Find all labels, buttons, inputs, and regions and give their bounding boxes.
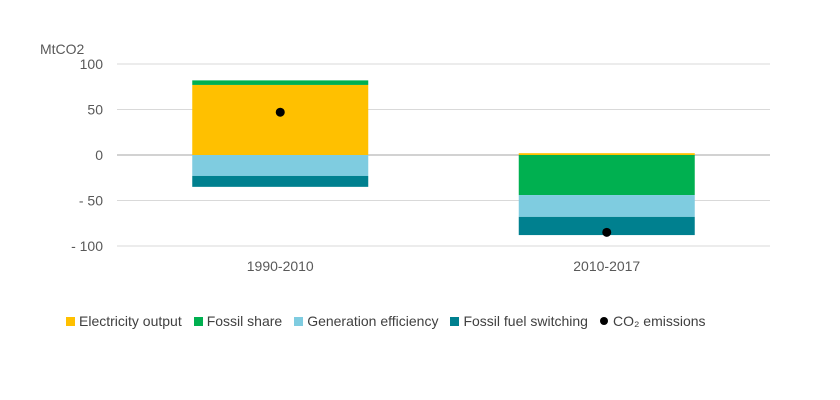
y-tick-label: - 50 <box>79 193 103 209</box>
point-co2-emissions-1 <box>275 107 285 117</box>
legend-item-fossil-share: Fossil share <box>193 313 283 329</box>
bar-fossil-share-2 <box>518 155 695 196</box>
legend-item-generation-efficiency: Generation efficiency <box>294 313 438 329</box>
x-tick-label: 1990-2010 <box>247 258 314 274</box>
legend-swatch-fossil-share <box>193 316 203 326</box>
y-tick-label: 0 <box>95 147 103 163</box>
chart: 100 50 0 - 50 - 100 1990-2010 2010-2017 <box>71 56 770 274</box>
legend-item-fossil-fuel-switching: Fossil fuel switching <box>450 313 588 329</box>
legend-swatch-generation-efficiency <box>294 316 304 326</box>
legend-label-generation-efficiency: Generation efficiency <box>307 313 439 329</box>
bar-generation-efficiency-1 <box>192 155 369 176</box>
bar-electricity-output-2 <box>518 153 695 155</box>
bar-fossil-share-1 <box>192 80 369 85</box>
legend: Electricity output Fossil share Generati… <box>66 313 718 329</box>
legend-swatch-fossil-fuel-switching <box>450 316 460 326</box>
point-co2-emissions-2 <box>602 227 612 237</box>
legend-label-co2-emissions: CO₂ emissions <box>612 313 706 329</box>
legend-marker-co2-emissions <box>599 317 608 325</box>
y-axis-label: MtCO2 <box>40 41 85 57</box>
legend-label-fossil-share: Fossil share <box>206 313 283 329</box>
bar-generation-efficiency-2 <box>518 195 695 217</box>
x-tick-label: 2010-2017 <box>573 258 640 274</box>
legend-label-fossil-fuel-switching: Fossil fuel switching <box>463 313 588 329</box>
bar-fossil-fuel-switching-2 <box>518 216 695 236</box>
legend-swatch-electricity-output <box>66 316 75 326</box>
legend-label-electricity-output: Electricity output <box>79 313 182 329</box>
y-tick-label: 50 <box>87 102 103 118</box>
legend-item-co2-emissions: CO₂ emissions <box>599 313 706 329</box>
bar-electricity-output-1 <box>192 84 369 155</box>
y-tick-label: 100 <box>80 56 104 72</box>
y-tick-label: - 100 <box>71 238 103 254</box>
bar-fossil-fuel-switching-1 <box>192 175 369 187</box>
legend-item-electricity-output: Electricity output <box>66 313 182 329</box>
